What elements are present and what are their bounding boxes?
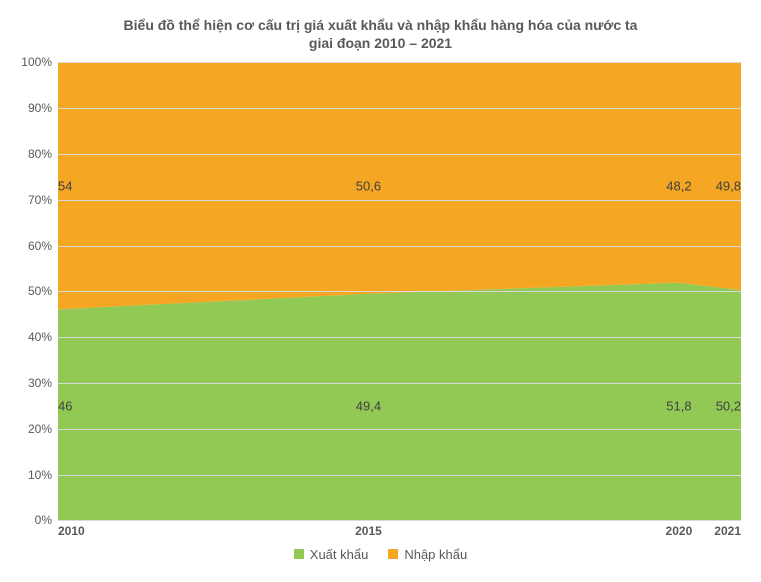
plot-area: 0%10%20%30%40%50%60%70%80%90%100%465449,… <box>58 62 741 520</box>
gridline <box>58 291 741 292</box>
y-axis-label: 50% <box>10 284 52 298</box>
y-axis-label: 60% <box>10 239 52 253</box>
y-axis-label: 20% <box>10 422 52 436</box>
x-axis-label: 2015 <box>355 524 382 538</box>
area-import <box>58 62 741 309</box>
data-label-import: 50,6 <box>356 179 381 194</box>
data-label-export: 46 <box>58 398 72 413</box>
legend-item-export: Xuất khẩu <box>294 547 369 562</box>
y-axis-label: 100% <box>10 55 52 69</box>
y-axis-label: 30% <box>10 376 52 390</box>
gridline <box>58 62 741 63</box>
x-axis-labels: 2010 2015 2020 2021 <box>58 520 741 542</box>
gridline <box>58 337 741 338</box>
x-axis-label: 2010 <box>58 524 85 538</box>
data-label-import: 48,2 <box>666 179 691 194</box>
y-axis-label: 80% <box>10 147 52 161</box>
area-export <box>58 283 741 520</box>
gridline <box>58 108 741 109</box>
plot-inner: 0%10%20%30%40%50%60%70%80%90%100%465449,… <box>58 62 741 520</box>
x-axis-label: 2020 <box>666 524 693 538</box>
gridline <box>58 200 741 201</box>
legend-swatch <box>294 549 304 559</box>
gridline <box>58 154 741 155</box>
legend-item-import: Nhập khẩu <box>388 547 467 562</box>
title-line-2: giai đoạn 2010 – 2021 <box>309 35 452 51</box>
legend-swatch <box>388 549 398 559</box>
title-line-1: Biểu đồ thể hiện cơ cấu trị giá xuất khẩ… <box>124 17 638 33</box>
data-label-export: 49,4 <box>356 398 381 413</box>
gridline <box>58 475 741 476</box>
data-label-import: 49,8 <box>716 179 741 194</box>
data-label-export: 50,2 <box>716 398 741 413</box>
y-axis-label: 0% <box>10 513 52 527</box>
chart-container: Biểu đồ thể hiện cơ cấu trị giá xuất khẩ… <box>0 0 761 582</box>
gridline <box>58 246 741 247</box>
legend-label: Nhập khẩu <box>404 547 467 562</box>
legend-label: Xuất khẩu <box>310 547 369 562</box>
gridline <box>58 429 741 430</box>
x-axis-label: 2021 <box>714 524 741 538</box>
y-axis-label: 90% <box>10 101 52 115</box>
data-label-export: 51,8 <box>666 398 691 413</box>
data-label-import: 54 <box>58 179 72 194</box>
legend: Xuất khẩu Nhập khẩu <box>10 542 751 564</box>
y-axis-label: 40% <box>10 330 52 344</box>
chart-title: Biểu đồ thể hiện cơ cấu trị giá xuất khẩ… <box>10 10 751 62</box>
y-axis-label: 10% <box>10 468 52 482</box>
y-axis-label: 70% <box>10 193 52 207</box>
gridline <box>58 383 741 384</box>
